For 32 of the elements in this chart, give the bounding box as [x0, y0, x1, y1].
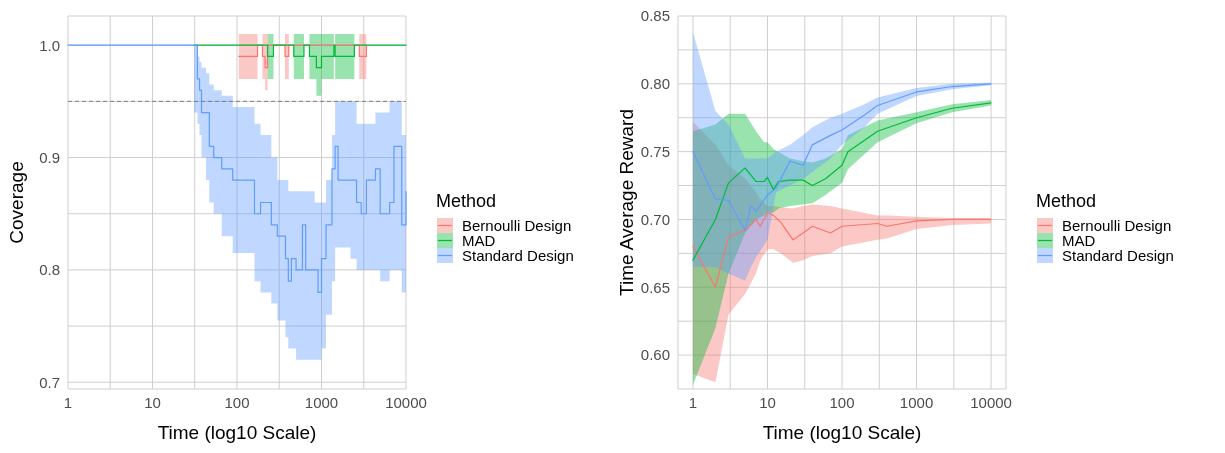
x-tick-label: 10: [144, 393, 161, 411]
x-tick-label: 1: [688, 393, 698, 411]
x-tick-label: 100: [224, 393, 250, 411]
legend-label: Standard Design: [461, 246, 574, 264]
x-tick-label: 10000: [970, 393, 1012, 411]
y-tick-label: 0.7: [39, 373, 60, 391]
x-axis-title: Time (log10 Scale): [762, 422, 922, 443]
legend-label: Bernoulli Design: [461, 216, 573, 234]
y-tick-label: 0.80: [640, 75, 670, 93]
x-tick-label: 100: [829, 393, 855, 411]
y-tick-label: 0.85: [640, 7, 670, 25]
y-tick-label: 0.8: [39, 261, 60, 279]
y-tick-label: 0.75: [640, 142, 670, 160]
legend-title: Method: [436, 190, 498, 212]
x-tick-label: 10: [759, 393, 776, 411]
y-tick-label: 0.60: [640, 346, 670, 364]
legend-label: Bernoulli Design: [1061, 216, 1173, 234]
x-tick-label: 10000: [385, 393, 427, 411]
y-tick-label: 0.65: [640, 278, 670, 296]
x-axis-title: Time (log10 Scale): [157, 422, 317, 443]
y-tick-label: 0.9: [39, 148, 60, 166]
x-tick-label: 1: [63, 393, 73, 411]
x-tick-label: 1000: [304, 393, 339, 411]
y-tick-label: 1.0: [39, 36, 60, 54]
legend-label: Standard Design: [1061, 246, 1174, 264]
y-tick-label: 0.70: [640, 210, 670, 228]
legend-label: MAD: [1061, 231, 1097, 249]
y-axis-title: Time Average Reward: [615, 109, 637, 296]
x-tick-label: 1000: [899, 393, 934, 411]
legend-label: MAD: [461, 231, 497, 249]
legend-title: Method: [1036, 190, 1098, 212]
y-axis-title: Coverage: [5, 161, 27, 244]
